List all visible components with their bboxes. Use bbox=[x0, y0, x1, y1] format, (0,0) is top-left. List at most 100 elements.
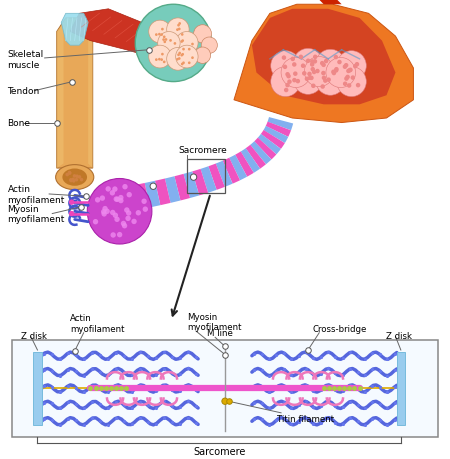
Point bbox=[258, 383, 265, 390]
Point bbox=[120, 385, 127, 392]
Circle shape bbox=[160, 59, 163, 62]
Circle shape bbox=[181, 63, 184, 66]
Circle shape bbox=[161, 28, 164, 31]
Point bbox=[120, 401, 127, 409]
Point bbox=[258, 399, 265, 407]
Circle shape bbox=[112, 213, 118, 218]
Point bbox=[280, 366, 287, 373]
Point bbox=[96, 385, 104, 392]
Ellipse shape bbox=[63, 169, 87, 186]
Point bbox=[152, 388, 159, 395]
Point bbox=[391, 400, 398, 407]
Circle shape bbox=[135, 5, 212, 83]
Point bbox=[369, 399, 376, 406]
Circle shape bbox=[117, 232, 122, 238]
Circle shape bbox=[343, 82, 347, 87]
Point bbox=[391, 351, 398, 358]
Point bbox=[56, 421, 63, 429]
Point bbox=[192, 370, 199, 377]
Point bbox=[112, 349, 119, 357]
Point bbox=[152, 404, 159, 411]
Circle shape bbox=[271, 67, 300, 97]
Circle shape bbox=[320, 85, 325, 90]
Point bbox=[346, 349, 354, 356]
Point bbox=[72, 417, 79, 424]
Text: Titin filament: Titin filament bbox=[277, 414, 334, 423]
Circle shape bbox=[324, 60, 328, 64]
Point bbox=[369, 415, 376, 422]
Point bbox=[369, 350, 376, 357]
Point bbox=[288, 404, 295, 412]
Point bbox=[376, 416, 383, 424]
Circle shape bbox=[160, 34, 163, 37]
Circle shape bbox=[178, 28, 180, 31]
Point bbox=[376, 367, 383, 375]
Circle shape bbox=[285, 84, 290, 88]
Circle shape bbox=[348, 68, 353, 73]
Point bbox=[302, 414, 310, 421]
Circle shape bbox=[87, 179, 152, 245]
Circle shape bbox=[126, 211, 131, 216]
Circle shape bbox=[308, 76, 312, 81]
Point bbox=[376, 351, 383, 358]
Circle shape bbox=[315, 50, 345, 80]
Point bbox=[104, 356, 112, 363]
Circle shape bbox=[100, 196, 105, 202]
Point bbox=[273, 400, 280, 408]
Point bbox=[354, 418, 361, 425]
Point bbox=[369, 382, 376, 390]
Point bbox=[258, 350, 265, 358]
Point bbox=[88, 349, 95, 357]
Point bbox=[40, 415, 47, 423]
Circle shape bbox=[177, 54, 180, 57]
Circle shape bbox=[180, 41, 183, 44]
Point bbox=[346, 414, 354, 422]
Point bbox=[72, 400, 79, 408]
Point bbox=[295, 418, 302, 425]
Circle shape bbox=[158, 34, 161, 36]
Point bbox=[310, 403, 317, 411]
Circle shape bbox=[337, 51, 366, 82]
Point bbox=[88, 415, 95, 422]
Point bbox=[376, 400, 383, 408]
Circle shape bbox=[112, 187, 117, 192]
Point bbox=[383, 356, 391, 363]
Circle shape bbox=[271, 51, 300, 82]
Point bbox=[40, 399, 47, 407]
Text: Actin
myofilament: Actin myofilament bbox=[7, 185, 65, 204]
Point bbox=[160, 398, 167, 405]
Circle shape bbox=[176, 33, 198, 55]
Point bbox=[144, 402, 151, 409]
Point bbox=[144, 386, 151, 393]
Circle shape bbox=[114, 217, 120, 223]
Point bbox=[152, 371, 159, 379]
Point bbox=[391, 383, 398, 391]
Circle shape bbox=[194, 48, 211, 64]
Point bbox=[48, 367, 55, 375]
Circle shape bbox=[124, 208, 130, 213]
Circle shape bbox=[155, 59, 157, 62]
Circle shape bbox=[334, 68, 339, 73]
Point bbox=[317, 386, 324, 394]
Circle shape bbox=[356, 84, 360, 88]
Circle shape bbox=[113, 197, 119, 202]
Text: Myosin
myofilament: Myosin myofilament bbox=[187, 312, 241, 331]
Circle shape bbox=[302, 72, 306, 76]
Circle shape bbox=[115, 197, 120, 202]
Circle shape bbox=[286, 75, 291, 79]
Circle shape bbox=[122, 224, 127, 229]
Point bbox=[302, 349, 310, 356]
Circle shape bbox=[158, 59, 161, 62]
Point bbox=[383, 421, 391, 429]
Circle shape bbox=[166, 48, 189, 71]
Point bbox=[332, 370, 339, 377]
Circle shape bbox=[353, 65, 357, 69]
Circle shape bbox=[313, 60, 317, 64]
Point bbox=[40, 367, 47, 374]
Point bbox=[176, 387, 184, 395]
Circle shape bbox=[296, 80, 300, 84]
Polygon shape bbox=[88, 23, 93, 168]
Point bbox=[88, 398, 95, 406]
Circle shape bbox=[311, 84, 315, 89]
Text: Sarcomere: Sarcomere bbox=[193, 447, 245, 457]
